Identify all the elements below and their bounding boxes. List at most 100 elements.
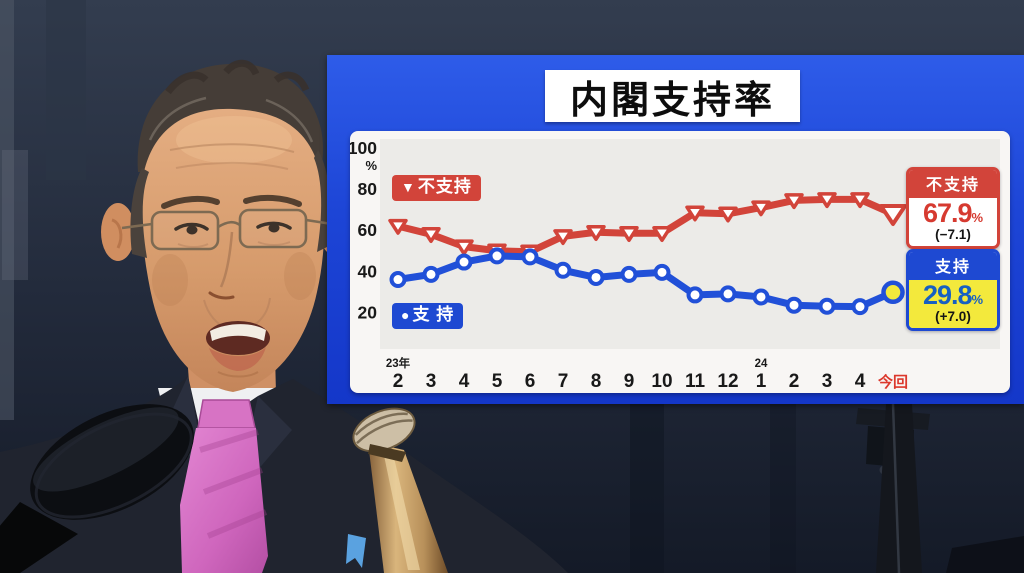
x-tick-label: 4 bbox=[459, 371, 470, 392]
marker-approve bbox=[818, 297, 836, 315]
x-tick-label: 12 bbox=[717, 371, 738, 392]
x-tick-label: 9 bbox=[624, 371, 635, 392]
marker-approve bbox=[785, 296, 803, 314]
x-tick-label: 11 bbox=[685, 371, 706, 392]
y-tick-label: 80 bbox=[358, 179, 378, 199]
x-tick-label: 2 bbox=[393, 371, 404, 392]
marker-approve bbox=[587, 268, 605, 286]
eyebrow-left bbox=[243, 194, 302, 207]
nostrils bbox=[208, 291, 235, 300]
marker-approve bbox=[719, 285, 737, 303]
hair-side bbox=[130, 168, 149, 258]
glasses-lens-right bbox=[150, 210, 220, 251]
triangle-down-icon: ▼ bbox=[401, 179, 416, 195]
hair-gray-streaks bbox=[148, 96, 314, 143]
marker-approve bbox=[389, 271, 407, 289]
marker-disapprove bbox=[817, 192, 837, 209]
marker-disapprove bbox=[619, 226, 639, 243]
ear-right bbox=[101, 203, 135, 261]
result-disapprove-body: 67.9% (−7.1) bbox=[909, 198, 997, 246]
legend-approve-label: 支 持 bbox=[412, 305, 455, 324]
marker-disapprove bbox=[751, 200, 771, 217]
series-line-disapprove bbox=[394, 195, 897, 256]
x-tick-label: 3 bbox=[822, 371, 833, 392]
legend-disapprove-label: 不支持 bbox=[417, 177, 472, 196]
y-axis-unit-label: % bbox=[365, 158, 377, 173]
result-box-approve: 支持 29.8% (+7.0) bbox=[906, 249, 1000, 332]
approve-unit: % bbox=[971, 292, 984, 307]
marker-approve bbox=[881, 280, 905, 305]
wall-edge bbox=[0, 0, 14, 420]
approve-value: 29.8 bbox=[922, 280, 973, 310]
y-tick-label: 100 bbox=[350, 138, 377, 158]
marker-approve bbox=[455, 253, 473, 271]
mic-gold-body bbox=[368, 442, 448, 573]
marker-approve bbox=[422, 265, 440, 283]
stand-pole bbox=[876, 404, 922, 573]
eye-left bbox=[256, 221, 292, 230]
tie-stripes bbox=[199, 429, 268, 539]
graphic-banner: 内閣支持率 100 80 60 40 20% 2 3 4 5 6 7 8 9 10 11 12 1 2 3 4 今回 23… bbox=[327, 55, 1024, 404]
hair-side bbox=[314, 150, 331, 252]
result-approve-header: 支持 bbox=[909, 252, 997, 280]
curtain-fold bbox=[630, 404, 664, 573]
mic-grill bbox=[34, 412, 193, 519]
marker-approve bbox=[554, 261, 572, 279]
disapprove-unit: % bbox=[971, 210, 984, 225]
marker-disapprove bbox=[388, 218, 408, 235]
y-tick-label: 60 bbox=[358, 220, 378, 240]
plot-area bbox=[380, 139, 1000, 349]
mic-gold-highlight bbox=[382, 446, 420, 570]
marker-disapprove bbox=[454, 239, 474, 256]
result-disapprove-value: 67.9% bbox=[909, 198, 997, 228]
y-tick-label: 40 bbox=[358, 261, 378, 281]
marker-approve bbox=[488, 247, 506, 265]
marker-disapprove bbox=[850, 192, 870, 209]
chart-panel: 100 80 60 40 20% 2 3 4 5 6 7 8 9 10 11 12 1 2 3 4 今回 23年 24 ▼ 不… bbox=[350, 131, 1010, 393]
mic-gold-head bbox=[352, 407, 416, 453]
microphone-gold bbox=[352, 407, 448, 573]
glasses-lens-left bbox=[238, 208, 308, 249]
marker-approve bbox=[752, 288, 770, 306]
curtain-fold bbox=[770, 404, 796, 573]
x-year-label: 24 bbox=[755, 358, 768, 370]
disapprove-value: 67.9 bbox=[922, 198, 973, 228]
eyebrow-right bbox=[161, 195, 220, 209]
marker-disapprove bbox=[421, 227, 441, 244]
x-tick-label: 6 bbox=[525, 371, 536, 392]
lapel-pin bbox=[346, 534, 366, 568]
marker-approve bbox=[653, 263, 671, 281]
forehead-line bbox=[175, 161, 289, 170]
x-tick-label: 10 bbox=[651, 371, 672, 392]
y-tick-label: 20 bbox=[358, 302, 378, 322]
x-tick-label: 今回 bbox=[877, 373, 908, 391]
curtain-fold bbox=[46, 0, 86, 180]
ear-detail bbox=[111, 218, 123, 249]
circle-icon: ● bbox=[401, 307, 411, 323]
glasses bbox=[121, 208, 333, 251]
hair bbox=[137, 63, 324, 173]
marker-disapprove bbox=[652, 226, 672, 243]
result-disapprove-header: 不支持 bbox=[909, 170, 997, 198]
mic-head-highlight bbox=[33, 407, 179, 492]
nose-line bbox=[219, 231, 234, 288]
wall-highlight bbox=[2, 150, 28, 280]
hair-tufts bbox=[165, 59, 310, 95]
glasses-bridge bbox=[217, 220, 241, 229]
tie-knot bbox=[197, 399, 256, 429]
x-tick-label: 8 bbox=[591, 371, 602, 392]
mic-gold-ring bbox=[368, 444, 406, 462]
marker-disapprove bbox=[685, 205, 705, 222]
mic-gold-grill bbox=[354, 412, 413, 444]
chart-title-box: 内閣支持率 bbox=[545, 70, 800, 122]
x-tick-label: 4 bbox=[855, 371, 866, 392]
result-approve-change: (+7.0) bbox=[935, 308, 971, 324]
microphone-black bbox=[0, 404, 194, 573]
result-approve-body: 29.8% (+7.0) bbox=[909, 280, 997, 329]
result-approve-value: 29.8% bbox=[909, 280, 997, 310]
forehead-line bbox=[169, 143, 295, 153]
marker-approve bbox=[521, 248, 539, 266]
legend-approve: ● 支 持 bbox=[392, 303, 464, 329]
